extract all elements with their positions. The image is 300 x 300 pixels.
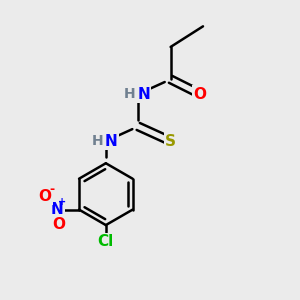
Text: H: H [92,134,103,148]
Text: N: N [51,202,63,217]
Text: N: N [105,134,118,149]
Text: -: - [49,183,54,196]
Text: S: S [165,134,176,149]
Text: O: O [52,217,65,232]
Text: Cl: Cl [98,234,114,249]
Text: O: O [39,189,52,204]
Text: H: H [124,87,136,101]
Text: N: N [137,87,150,102]
Text: +: + [58,197,66,207]
Text: O: O [194,87,207,102]
